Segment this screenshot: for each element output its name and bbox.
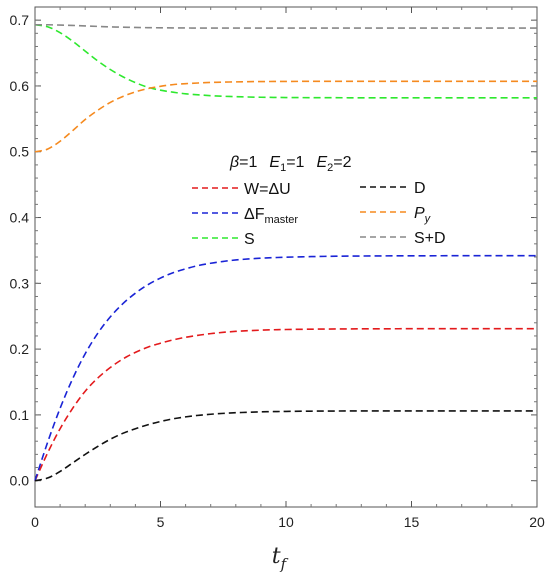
y-tick-label: 0.6 (10, 78, 30, 94)
series-layer (34, 23, 537, 482)
legend-item-s: S (192, 231, 255, 248)
legend-item-py: Py (360, 205, 432, 225)
x-tick-label: 10 (278, 514, 294, 530)
series-line-py (34, 80, 537, 153)
legend-item-sd: S+D (360, 230, 446, 247)
x-axis-ticks: 0 5 10 15 20 (31, 7, 545, 530)
y-tick-label: 0.0 (10, 473, 30, 489)
legend-item-df: ΔFmaster (192, 206, 298, 226)
y-tick-label: 0.3 (10, 275, 30, 291)
legend-label-sd: S+D (414, 230, 446, 247)
legend-label-s: S (244, 231, 255, 248)
series-line-s (34, 23, 537, 99)
y-tick-label: 0.5 (10, 144, 30, 160)
x-tick-label: 5 (157, 514, 165, 530)
parameter-annotation: β=1 E1=1 E2=2 (229, 154, 352, 174)
x-axis-title: tf (272, 544, 289, 573)
legend-item-d: D (360, 180, 426, 197)
x-tick-label: 15 (404, 514, 420, 530)
y-tick-label: 0.7 (10, 12, 30, 28)
legend-label-w: W=ΔU (244, 181, 291, 198)
y-tick-label: 0.4 (10, 210, 30, 226)
y-axis-ticks: 0.0 0.1 0.2 0.3 0.4 0.5 0.6 0.7 (10, 12, 537, 489)
y-tick-label: 0.2 (10, 341, 30, 357)
y-tick-label: 0.1 (10, 407, 30, 423)
series-line-d (34, 410, 537, 482)
x-tick-label: 20 (529, 514, 545, 530)
series-line-sd (34, 23, 537, 29)
legend-label-df: ΔFmaster (244, 206, 298, 226)
legend: W=ΔU ΔFmaster S D Py S+D (192, 180, 446, 248)
series-line-w (34, 327, 537, 482)
legend-label-py: Py (414, 205, 432, 225)
x-tick-label: 0 (31, 514, 39, 530)
legend-item-w: W=ΔU (192, 181, 291, 198)
series-line-df (34, 254, 537, 481)
legend-label-d: D (414, 180, 426, 197)
